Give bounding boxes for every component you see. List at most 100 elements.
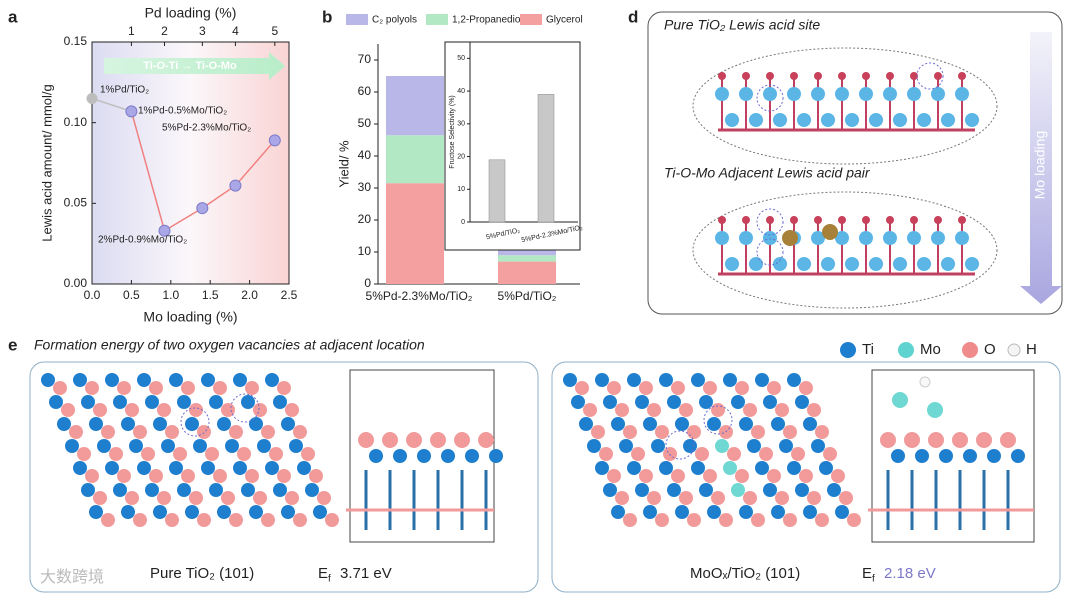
o-atom <box>958 72 966 80</box>
y-axis-label: Lewis acid amount/ mmol/g <box>39 84 54 242</box>
o-atom <box>221 491 235 505</box>
ti-atom <box>915 449 929 463</box>
ti-atom <box>571 395 585 409</box>
o-atom <box>181 469 195 483</box>
legend-ti <box>840 342 856 358</box>
y-tick-label: 40 <box>457 88 465 95</box>
ti-atom <box>835 505 849 519</box>
o-atom <box>575 381 589 395</box>
ti-atom <box>683 439 697 453</box>
ti-atom <box>177 483 191 497</box>
panel-d-frame <box>647 11 1063 315</box>
ti-atom <box>105 373 119 387</box>
o-atom <box>791 447 805 461</box>
o-atom <box>261 513 275 527</box>
o-atom <box>189 403 203 417</box>
ti-atom <box>955 87 969 101</box>
o-atom <box>735 469 749 483</box>
o-atom <box>101 425 115 439</box>
ti-atom <box>643 505 657 519</box>
energy-symbol: E <box>318 565 328 582</box>
o-atom <box>799 381 813 395</box>
energy: 2.18 eV <box>884 565 936 582</box>
ti-atom <box>819 461 833 475</box>
ti-atom <box>835 231 849 245</box>
o-atom <box>197 513 211 527</box>
o-atom <box>639 381 653 395</box>
o-atom <box>655 425 669 439</box>
o-atom <box>631 447 645 461</box>
bar-segment <box>498 248 556 256</box>
y-tick-label: 20 <box>358 212 372 226</box>
ti-atom <box>73 461 87 475</box>
ti-atom <box>49 395 63 409</box>
ti-atom <box>265 373 279 387</box>
y-tick-label: 60 <box>358 84 372 98</box>
ti-atom <box>797 113 811 127</box>
o-atom <box>615 403 629 417</box>
o-atom <box>862 216 870 224</box>
ti-atom <box>89 417 103 431</box>
ti-atom <box>821 257 835 271</box>
ti-atom <box>797 257 811 271</box>
markup: a b c d e Pure TiO₂ Lewis acid site Ti-O… <box>8 7 1063 593</box>
legend-label: O <box>984 341 996 358</box>
o-atom <box>253 403 267 417</box>
o-atom <box>181 381 195 395</box>
y-tick-label: 10 <box>358 244 372 258</box>
legend-o <box>962 342 978 358</box>
o-atom <box>77 447 91 461</box>
ellipse <box>692 191 998 309</box>
legend-label: Ti <box>862 341 874 358</box>
o-atom <box>671 469 685 483</box>
ti-atom <box>803 505 817 519</box>
ti-atom <box>659 373 673 387</box>
ti-atom <box>217 417 231 431</box>
point-label: 5%Pd-2.3%Mo/TiO₂ <box>162 123 251 134</box>
ti-atom <box>145 395 159 409</box>
ti-atom <box>739 417 753 431</box>
legend-h <box>1007 343 1021 357</box>
ti-atom <box>281 505 295 519</box>
legend-swatch <box>346 14 368 25</box>
ti-atom <box>725 257 739 271</box>
o-atom <box>253 491 267 505</box>
y-tick-label: 0 <box>461 219 465 226</box>
o-atom <box>759 447 773 461</box>
o-atom <box>838 72 846 80</box>
ti-atom <box>771 417 785 431</box>
o-atom <box>189 491 203 505</box>
o-atom <box>639 469 653 483</box>
x-tick-label: 1.5 <box>202 288 219 302</box>
o-atom <box>277 469 291 483</box>
ti-atom <box>987 449 1001 463</box>
ti-atom <box>489 449 503 463</box>
o-atom <box>711 491 725 505</box>
bar-segment <box>386 135 444 184</box>
ti-atom <box>249 417 263 431</box>
side-view-frame <box>871 369 1035 543</box>
ti-atom <box>169 461 183 475</box>
x2-tick-label: 3 <box>199 24 206 38</box>
ti-atom <box>773 113 787 127</box>
legend-swatch <box>426 14 448 25</box>
ti-atom <box>643 417 657 431</box>
o-atom <box>157 403 171 417</box>
ti-atom <box>723 461 737 475</box>
x2-tick-label: 5 <box>271 24 278 38</box>
o-atom <box>454 432 470 448</box>
o-atom <box>711 403 725 417</box>
ti-atom <box>731 395 745 409</box>
o-atom <box>213 469 227 483</box>
o-atom <box>149 469 163 483</box>
ti-atom <box>393 449 407 463</box>
ti-atom <box>145 483 159 497</box>
o-atom <box>767 381 781 395</box>
o-atom <box>93 403 107 417</box>
ti-atom <box>955 231 969 245</box>
o-atom <box>237 447 251 461</box>
ti-atom <box>965 257 979 271</box>
ti-atom <box>595 461 609 475</box>
energy-symbol: E <box>862 565 872 582</box>
